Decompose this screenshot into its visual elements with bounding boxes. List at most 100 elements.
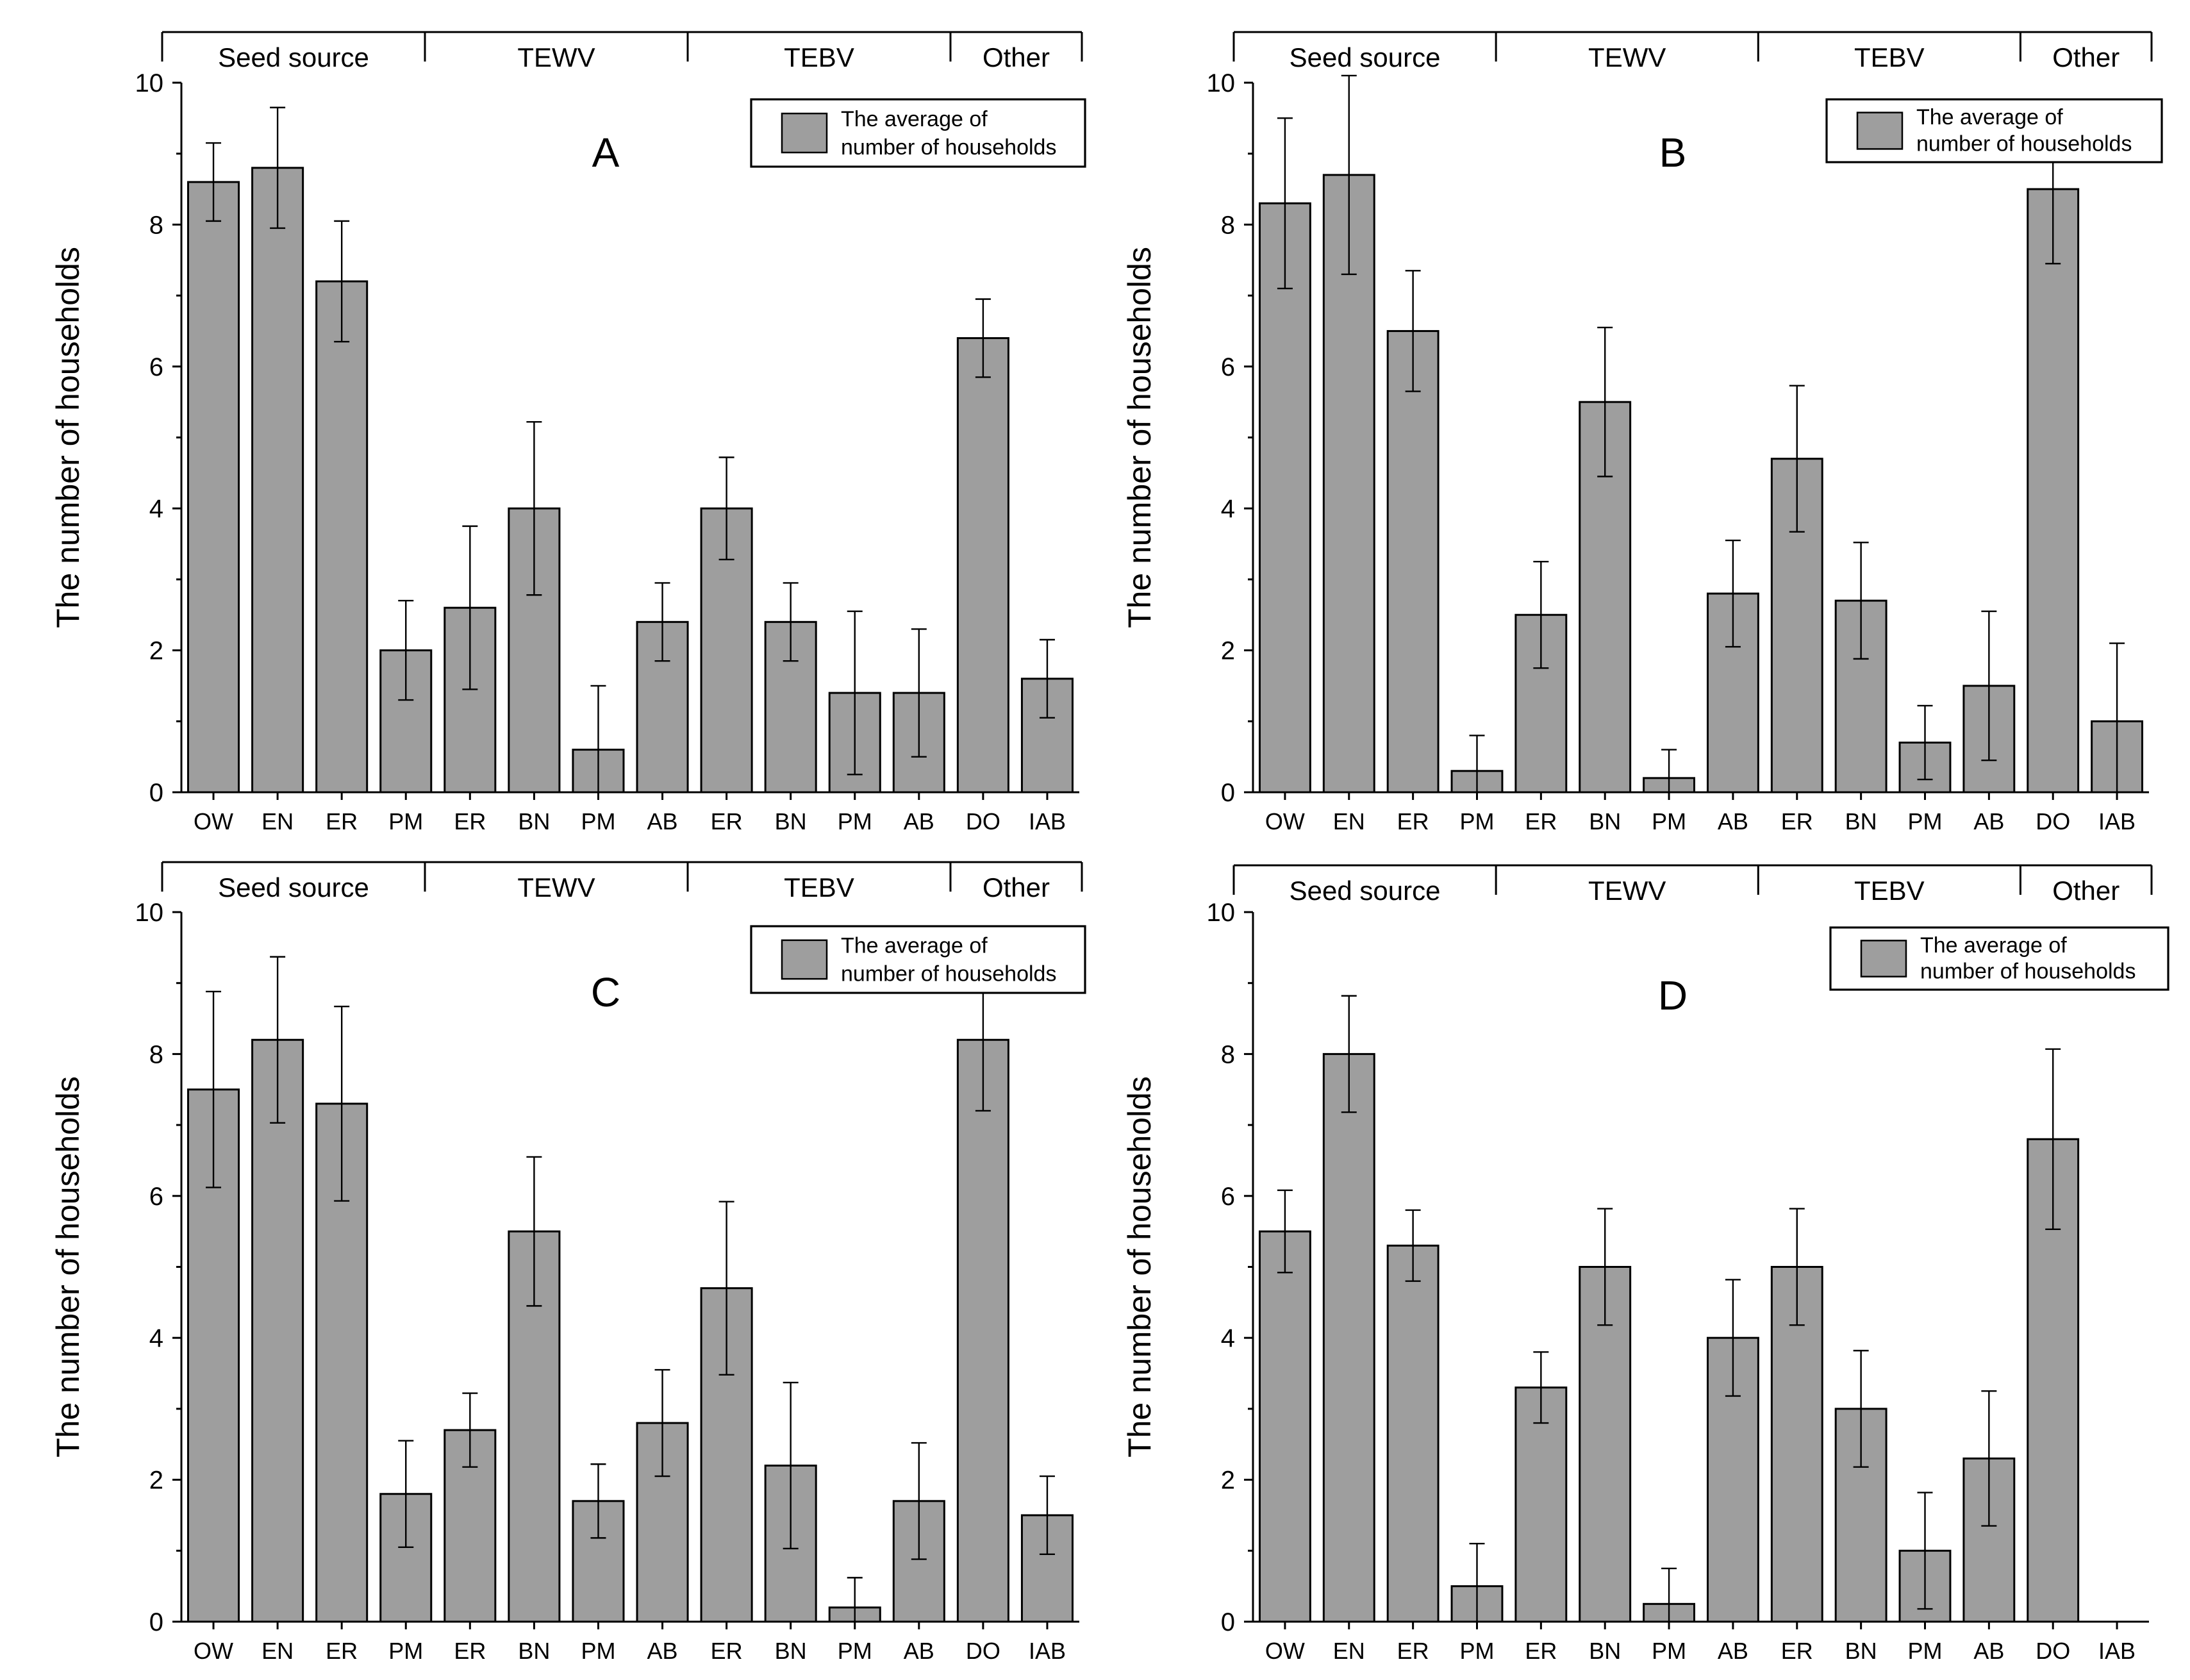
y-axis-label: The number of households xyxy=(50,1076,86,1458)
bar-ow xyxy=(1258,1230,1311,1623)
x-tick-label: ER xyxy=(1781,808,1813,835)
x-tick-label: EN xyxy=(261,1638,294,1664)
panel-letter: D xyxy=(1658,972,1688,1019)
bar-do xyxy=(956,1038,1009,1623)
x-tick-label: PM xyxy=(838,808,872,835)
group-label: Seed source xyxy=(1290,876,1441,906)
bar-er xyxy=(1386,329,1439,794)
y-tick-label: 2 xyxy=(1221,637,1235,665)
bar-en xyxy=(1322,1052,1375,1623)
chart-panel-d: 0 2 4 6 8 10 The number of households OW EN ER PM E… xyxy=(1122,864,2169,1664)
x-tick-label: PM xyxy=(388,808,423,835)
x-tick-label: IAB xyxy=(2098,808,2136,835)
x-tick-label: PM xyxy=(581,1638,615,1664)
group-label: TEWV xyxy=(517,42,595,72)
x-tick-label: PM xyxy=(1460,1638,1495,1664)
legend-swatch xyxy=(781,112,828,154)
panel-letter: B xyxy=(1659,129,1687,176)
group-label: Other xyxy=(983,42,1050,72)
y-tick-label: 10 xyxy=(135,69,164,97)
group-label: TEWV xyxy=(1588,42,1666,72)
legend-swatch xyxy=(1860,940,1907,977)
x-tick-label: BN xyxy=(518,808,550,835)
y-tick-label: 4 xyxy=(1221,495,1235,523)
y-tick-label: 8 xyxy=(1221,211,1235,239)
x-tick-label: EN xyxy=(1333,1638,1365,1664)
x-tick-label: ER xyxy=(711,1638,743,1664)
x-tick-label: ER xyxy=(1525,808,1557,835)
x-tick-label: DO xyxy=(2036,808,2070,835)
x-tick-label: BN xyxy=(1845,1638,1877,1664)
bar-en xyxy=(251,1038,304,1623)
x-tick-label: AB xyxy=(1718,808,1748,835)
y-tick-label: 4 xyxy=(149,1324,163,1352)
group-label: Seed source xyxy=(218,42,369,72)
x-tick-label: ER xyxy=(1525,1638,1557,1664)
chart-panel-b: 0 2 4 6 8 10 The number of households OW EN ER PM E… xyxy=(1122,31,2163,835)
bar-do xyxy=(2027,188,2080,794)
y-axis-label: The number of households xyxy=(50,247,86,628)
legend-label-line1: The average of xyxy=(841,107,988,131)
legend-label-line1: The average of xyxy=(1916,105,2063,129)
x-tick-label: AB xyxy=(1718,1638,1748,1664)
legend-label-line2: number of households xyxy=(841,135,1056,160)
x-tick-label: ER xyxy=(711,808,743,835)
y-axis-label: The number of households xyxy=(1122,1076,1157,1458)
panel-letter: C xyxy=(591,969,620,1015)
x-tick-label: BN xyxy=(775,1638,807,1664)
y-tick-label: 0 xyxy=(1221,1608,1235,1636)
y-tick-label: 10 xyxy=(1207,69,1236,97)
legend-label-line1: The average of xyxy=(1920,933,2067,958)
y-tick-label: 4 xyxy=(149,495,163,523)
legend-label-line2: number of households xyxy=(1920,960,2136,984)
x-tick-label: ER xyxy=(454,808,486,835)
x-tick-label: PM xyxy=(1908,808,1943,835)
legend-label-line1: The average of xyxy=(841,934,988,958)
x-tick-label: BN xyxy=(1589,808,1621,835)
x-tick-label: AB xyxy=(904,808,934,835)
y-tick-label: 6 xyxy=(1221,1183,1235,1211)
y-tick-label: 8 xyxy=(1221,1040,1235,1069)
y-tick-label: 2 xyxy=(1221,1467,1235,1495)
x-tick-label: BN xyxy=(1845,808,1877,835)
group-brackets: Seed source TEWV TEBV Other xyxy=(1232,31,2153,72)
x-tick-label: PM xyxy=(388,1638,423,1664)
x-tick-label: ER xyxy=(1397,1638,1429,1664)
y-tick-label: 2 xyxy=(149,1467,163,1495)
bar-bn xyxy=(1579,1266,1632,1623)
x-tick-label: PM xyxy=(1652,808,1686,835)
x-tick-label: OW xyxy=(194,808,233,835)
y-tick-label: 6 xyxy=(1221,353,1235,381)
y-axis-label: The number of households xyxy=(1122,247,1157,628)
x-tick-label: ER xyxy=(326,808,358,835)
y-tick-label: 8 xyxy=(149,1040,163,1069)
x-tick-label: IAB xyxy=(1029,808,1066,835)
x-tick-label: IAB xyxy=(2098,1638,2136,1664)
legend-swatch xyxy=(781,939,828,980)
legend: The average of number of households xyxy=(750,925,1086,994)
bar-er xyxy=(1770,1266,1823,1623)
x-tick-label: DO xyxy=(966,808,1000,835)
group-label: Seed source xyxy=(1290,42,1441,72)
group-brackets: Seed source TEWV TEBV Other xyxy=(161,31,1083,72)
legend: The average of number of households xyxy=(750,98,1086,168)
group-label: TEBV xyxy=(1854,876,1925,906)
legend-swatch xyxy=(1856,112,1904,150)
x-tick-label: AB xyxy=(647,808,678,835)
bar-do xyxy=(956,337,1009,794)
y-tick-label: 0 xyxy=(1221,779,1235,807)
x-tick-label: PM xyxy=(581,808,615,835)
bar-er xyxy=(315,280,369,794)
x-tick-label: EN xyxy=(1333,808,1365,835)
chart-panel-a: 0 2 4 6 8 10 The number of households OW EN ER PM E… xyxy=(50,31,1086,835)
x-tick-label: BN xyxy=(518,1638,550,1664)
x-tick-label: ER xyxy=(326,1638,358,1664)
group-label: TEBV xyxy=(784,42,854,72)
legend-label-line2: number of households xyxy=(841,961,1056,986)
group-brackets: Seed source TEWV TEBV Other xyxy=(1232,864,2153,906)
bar-er xyxy=(1386,1244,1439,1623)
x-tick-label: PM xyxy=(1908,1638,1943,1664)
y-tick-label: 4 xyxy=(1221,1324,1235,1352)
y-tick-label: 10 xyxy=(135,899,164,927)
